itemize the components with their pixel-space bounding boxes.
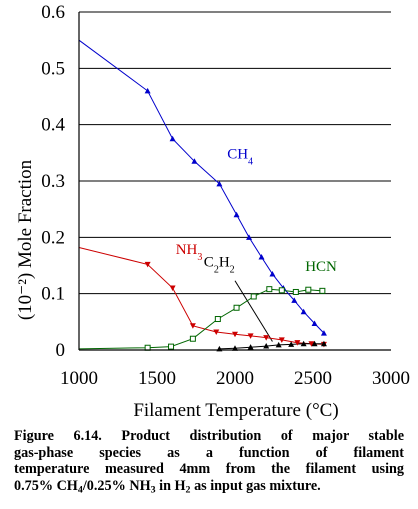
data-point-nh3-8 [278,337,285,343]
data-point-hcn-7 [266,286,273,293]
y-tick-label-0.1: 0.1 [41,284,65,305]
data-point-c2h2-7 [311,340,318,347]
caption-line-2: gas-phase species as a function of filam… [14,444,404,461]
axes [78,12,391,351]
data-point-hcn-3 [189,335,196,342]
data-point-ch4-5 [233,211,240,218]
y-tick-label-0.4: 0.4 [41,115,65,136]
x-tick-label-2500: 2500 [294,368,332,389]
data-point-nh3-9 [294,340,301,346]
data-point-hcn-11 [319,287,326,294]
data-point-ch4-4 [216,180,223,187]
data-point-ch4-12 [311,320,318,327]
tick-labels: 0 0.1 0.2 0.3 0.4 0.5 0.6 1000 1500 2000 2500 3000 [41,2,410,389]
y-tick-label-0.3: 0.3 [41,171,65,192]
series-line-nh3 [78,247,324,345]
caption-line-4: 0.75% CH4/0.25% NH3 in H2 as input gas m… [14,477,321,496]
x-tick-label-2000: 2000 [216,368,254,389]
data-point-ch4-11 [300,308,307,315]
data-point-c2h2-3 [263,343,270,349]
data-point-ch4-10 [291,297,298,303]
data-point-nh3-10 [308,341,315,347]
data-point-hcn-5 [233,304,240,311]
x-tick-label-1500: 1500 [138,368,176,389]
data-point-c2h2-4 [275,341,282,348]
data-point-c2h2-5 [288,341,295,347]
x-tick-label-1000: 1000 [60,368,98,389]
series-lines [78,39,325,350]
y-tick-label-0.2: 0.2 [41,227,65,248]
series-markers [144,87,327,352]
data-point-ch4-6 [246,234,253,240]
y-tick-label-0: 0 [56,340,66,361]
data-point-hcn-9 [292,288,299,295]
data-point-nh3-5 [232,331,238,338]
y-tick-label-0.6: 0.6 [41,2,65,23]
data-point-ch4-2 [169,135,176,142]
y-axis-label: (10⁻²) Mole Fraction [15,159,36,320]
series-line-ch4 [78,39,325,334]
caption-line-3: temperature measured 4mm from the filame… [14,461,404,478]
x-axis-label: Filament Temperature (°C) [133,400,338,420]
data-point-hcn-8 [278,287,285,294]
data-point-ch4-3 [191,158,198,164]
data-point-hcn-10 [305,286,312,293]
data-point-nh3-3 [189,323,196,329]
series-line-hcn [78,288,323,350]
data-point-nh3-6 [247,333,254,339]
data-point-nh3-7 [263,335,270,341]
data-point-nh3-1 [144,261,151,268]
grid-lines [79,11,391,295]
data-point-nh3-2 [169,285,176,292]
c2h2-label-pointer [234,280,273,342]
data-point-ch4-1 [144,87,151,94]
data-point-ch4-13 [320,330,327,336]
data-point-hcn-4 [214,316,221,323]
series-label-ch4: CH4 [227,146,253,167]
data-point-nh3-4 [213,329,220,335]
x-tick-label-3000: 3000 [372,368,410,389]
data-point-hcn-2 [168,343,175,350]
data-point-c2h2-6 [300,340,307,347]
figure-caption: Figure 6.14. Product distribution of maj… [14,428,404,496]
y-tick-label-0.5: 0.5 [41,58,65,79]
data-point-c2h2-2 [247,344,254,350]
data-point-ch4-8 [269,270,276,277]
data-point-hcn-6 [250,293,257,300]
series-label-nh3: NH3 [176,242,203,263]
caption-line-1: Figure 6.14. Product distribution of maj… [14,428,404,444]
data-point-ch4-7 [258,254,265,260]
data-point-c2h2-8 [320,340,327,347]
series-label-hcn: HCN [305,259,337,275]
series-labels: CH4 NH3 C2H2 HCN [176,146,337,275]
series-label-c2h2: C2H2 [204,255,235,276]
